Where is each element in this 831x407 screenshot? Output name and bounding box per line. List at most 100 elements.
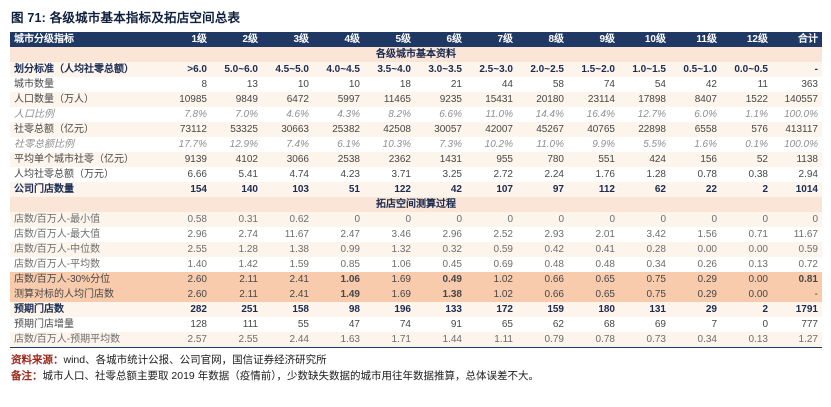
cell: 156 xyxy=(670,152,721,167)
cell: 6.6% xyxy=(439,108,462,120)
cell: 0.29 xyxy=(670,287,721,302)
cell: 0.62 xyxy=(262,212,313,227)
cell: 3.46 xyxy=(391,228,411,240)
cell: 10 xyxy=(348,78,360,90)
cell: 0 xyxy=(721,212,772,227)
cell: 2.52 xyxy=(493,228,513,240)
cell: 14.4% xyxy=(535,108,564,120)
cell: 3.42 xyxy=(646,228,666,240)
cell: 11.0% xyxy=(485,108,513,120)
cell: 4.0~4.5 xyxy=(313,62,364,77)
cell: 0.85 xyxy=(340,258,360,270)
cell: 0.69 xyxy=(493,258,513,270)
cell: 1.63 xyxy=(313,332,364,348)
cell: 2.24 xyxy=(544,168,564,180)
cell: 1.40 xyxy=(187,258,207,270)
cell: 58 xyxy=(552,78,564,90)
cell: 51 xyxy=(313,182,364,197)
cell: 74 xyxy=(399,318,411,330)
cell: 1522 xyxy=(721,92,772,107)
column-header: 3级 xyxy=(262,32,313,47)
cell: 2.94 xyxy=(798,168,818,180)
row-label: 店数/百万人-最小值 xyxy=(10,212,160,227)
cell: 17.7% xyxy=(178,138,207,150)
column-header: 1级 xyxy=(160,32,211,47)
cell: 0.65 xyxy=(568,272,619,287)
cell: 100.0% xyxy=(784,138,818,150)
cell: 0.32 xyxy=(415,242,466,257)
column-header: 5级 xyxy=(364,32,415,47)
cell: 98 xyxy=(313,302,364,317)
cell: 0.58 xyxy=(160,212,211,227)
table-row: 测算对标的人均门店数 2.60 2.11 2.41 1.49 1.69 1.38 1.02 0.… xyxy=(10,287,822,302)
cell: 0.48 xyxy=(595,258,615,270)
column-header: 4级 xyxy=(313,32,364,47)
cell: 6558 xyxy=(670,122,721,137)
cell: 1.5~2.0 xyxy=(568,62,619,77)
cell: 7.0% xyxy=(235,108,258,120)
cell: 100.0% xyxy=(784,108,818,120)
cell: 4.3% xyxy=(337,108,360,120)
table-row: 社零总额比例 17.7% 12.9% 7.4% 6.1% 10.3% 7.3% 10.2% 11… xyxy=(10,137,822,152)
cell: 4102 xyxy=(211,152,262,167)
section-title: 各级城市基本资料 xyxy=(10,47,822,62)
table-row: 公司门店数量 154 140 103 51 122 42 107 97 112 62 22 2 1014 xyxy=(10,182,822,197)
cell: 68 xyxy=(603,318,615,330)
column-header: 9级 xyxy=(568,32,619,47)
cell: 0.00 xyxy=(721,272,772,287)
row-label: 人口数量（万人） xyxy=(10,92,160,107)
cell: 2.96 xyxy=(187,228,207,240)
cell: 11 xyxy=(757,78,768,90)
city-tier-table: 城市分级指标 1级 2级 3级 4级 5级 6级 7级 8级 9级 10级 11级 12级 合计 各级城市… xyxy=(10,32,822,348)
cell: 154 xyxy=(160,182,211,197)
row-label: 平均单个城市社零（亿元） xyxy=(10,152,160,167)
cell: 1014 xyxy=(772,182,822,197)
table-row: 人均社零总额（万元） 6.66 5.41 4.74 4.23 3.71 3.25 2.72 2.… xyxy=(10,167,822,182)
row-label: 划分标准（人均社零总额） xyxy=(10,62,160,77)
cell: 0.72 xyxy=(798,258,818,270)
cell: 1.38 xyxy=(415,287,466,302)
cell: 0.78 xyxy=(568,332,619,348)
cell: 112 xyxy=(568,182,619,197)
cell: 54 xyxy=(654,78,666,90)
cell: 0.49 xyxy=(415,272,466,287)
table-body: 各级城市基本资料 划分标准（人均社零总额） >6.0 5.0~6.0 4.5~5.0 4.… xyxy=(10,47,822,348)
cell: 0 xyxy=(517,212,568,227)
cell: 140 xyxy=(211,182,262,197)
cell: 10.2% xyxy=(484,138,513,150)
cell: 0.73 xyxy=(619,332,670,348)
cell: 44 xyxy=(501,78,513,90)
cell: 17898 xyxy=(619,92,670,107)
cell: 1.38 xyxy=(262,242,313,257)
cell: 0 xyxy=(762,318,768,330)
cell: 1.27 xyxy=(772,332,822,348)
cell: 62 xyxy=(619,182,670,197)
column-header: 8级 xyxy=(517,32,568,47)
cell: 8.2% xyxy=(388,108,411,120)
cell: 159 xyxy=(517,302,568,317)
cell: 0.00 xyxy=(670,242,721,257)
column-header: 2级 xyxy=(211,32,262,47)
cell: 0 xyxy=(313,212,364,227)
table-row: 店数/百万人-最大值 2.96 2.74 11.67 2.47 3.46 2.96 2.52 2… xyxy=(10,227,822,242)
cell: 18 xyxy=(399,78,411,90)
cell: 1.0~1.5 xyxy=(619,62,670,77)
column-header: 7级 xyxy=(466,32,517,47)
cell: 0 xyxy=(466,212,517,227)
cell: - xyxy=(772,62,822,77)
cell: 2538 xyxy=(313,152,364,167)
cell: 9139 xyxy=(160,152,211,167)
table-row: 划分标准（人均社零总额） >6.0 5.0~6.0 4.5~5.0 4.0~4.5 3.5… xyxy=(10,62,822,77)
cell: 5997 xyxy=(313,92,364,107)
cell: 413117 xyxy=(772,122,822,137)
cell: 282 xyxy=(160,302,211,317)
cell: 6.1% xyxy=(337,138,360,150)
row-label: 人口比例 xyxy=(14,108,54,120)
cell: 3.5~4.0 xyxy=(364,62,415,77)
table-row: 社零总额（亿元） 73112 53325 30663 25382 42508 30057 42… xyxy=(10,122,822,137)
cell: 0.38 xyxy=(748,168,768,180)
cell: 1.32 xyxy=(364,242,415,257)
cell: 4.5~5.0 xyxy=(262,62,313,77)
cell: 1.42 xyxy=(238,258,258,270)
table-row: 店数/百万人-预期平均数 2.57 2.55 2.44 1.63 1.71 1.44 1.11… xyxy=(10,332,822,348)
